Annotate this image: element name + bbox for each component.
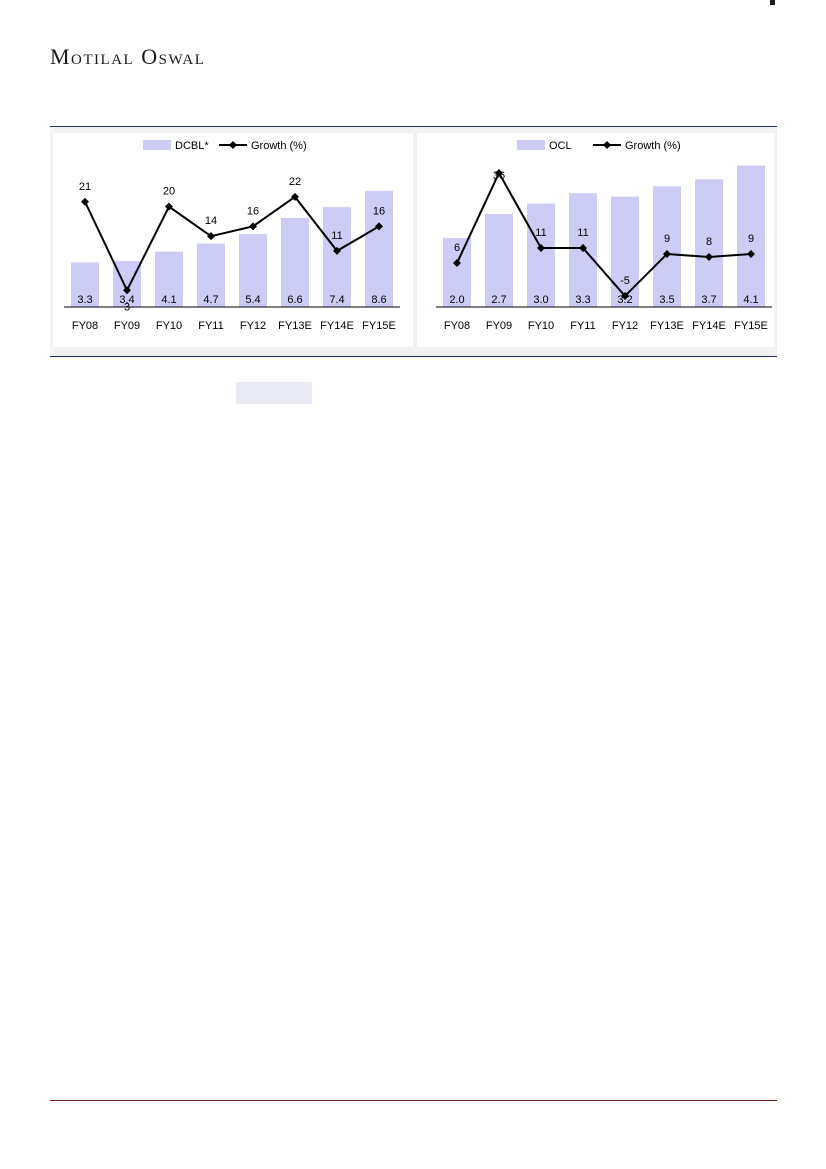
bar-value-label: 2.7 [491,294,506,306]
chart-legend: OCL Growth (%) [517,140,681,152]
growth-value-label: 11 [331,230,342,242]
bar-fy15e [737,165,765,307]
growth-marker [165,202,173,211]
growth-value-label: 8 [706,236,712,248]
growth-line [456,170,752,298]
category-label: FY09 [114,320,140,332]
brand-logo: Motilal Oswal [50,44,206,69]
category-label: FY15E [734,320,768,332]
growth-marker [579,244,587,252]
bar-fy15e [365,190,393,307]
bar-fy12 [611,196,639,307]
growth-value-label: 11 [577,227,588,239]
growth-marker [123,286,131,295]
category-label: FY13E [278,320,312,332]
bar-value-label: 2.0 [449,294,464,306]
bar-value-label: 4.1 [743,294,758,306]
growth-value-label: 9 [748,233,754,245]
legend-label-line: Growth (%) [251,140,307,152]
bar-fy12 [239,234,267,307]
growth-marker [495,169,503,177]
chart-panel-ocl: 2.02.73.03.33.23.53.74.1FY08FY09FY10FY11… [417,133,774,347]
bar-value-label: 3.5 [659,294,674,306]
corner-mark [770,0,775,5]
chart-legend: DCBL* Growth (%) [143,140,307,152]
category-label: FY09 [486,320,512,332]
growth-marker [249,222,257,231]
category-label: FY08 [72,320,98,332]
bar-value-label: 4.1 [161,294,176,306]
growth-marker [663,250,671,258]
legend-marker [229,141,237,149]
category-label: FY10 [528,320,554,332]
bar-value-label: 3.0 [533,294,548,306]
bar-value-label: 7.4 [329,294,344,306]
growth-marker [537,244,545,252]
growth-marker [705,253,713,261]
category-label: FY14E [320,320,354,332]
legend-marker [603,141,611,149]
growth-line [84,195,380,293]
bar-value-label: 8.6 [371,294,386,306]
bar-value-label: 3.3 [77,294,92,306]
growth-marker [747,250,755,258]
category-label: FY11 [570,320,595,332]
growth-marker [207,232,215,241]
bar-fy14e [695,179,723,307]
category-label: FY15E [362,320,396,332]
bar-value-label: 4.7 [203,294,218,306]
growth-value-label: 21 [79,181,91,193]
growth-marker [453,259,461,267]
category-label: FY11 [198,320,223,332]
category-label: FY12 [612,320,638,332]
bar-fy08 [443,238,471,307]
legend-swatch-bar [517,140,545,150]
bar-value-label: 5.4 [245,294,260,306]
growth-value-label: 9 [664,233,670,245]
bar-value-label: 3.7 [701,294,716,306]
bar-fy13e [653,186,681,307]
legend-swatch-bar [143,140,171,150]
growth-marker [375,222,383,231]
bar-fy13e [281,217,309,307]
category-label: FY14E [692,320,726,332]
category-label: FY13E [650,320,684,332]
bar-fy11 [197,243,225,307]
bar-value-label: 3.3 [575,294,590,306]
growth-value-label: 20 [163,186,175,198]
category-label: FY08 [444,320,470,332]
bar-fy14e [323,207,351,307]
growth-value-label: 14 [205,215,217,227]
legend-label-line: Growth (%) [625,140,681,152]
category-label: FY12 [240,320,266,332]
legend-label-bar: DCBL* [175,140,209,152]
bar-fy10 [155,251,183,307]
growth-value-label: 16 [373,205,385,217]
growth-value-label: 6 [454,242,460,254]
growth-value-label: -5 [620,275,630,287]
footer-rule [50,1100,777,1101]
bar-fy09 [485,213,513,307]
chart-panel-dcbl: 3.3 3.4 4.1 4.7 5.4 6.6 7.4 8.6 FY08 FY09 FY10 FY11… [53,133,413,347]
category-label: FY10 [156,320,182,332]
growth-value-label: 11 [535,227,546,239]
growth-marker [81,197,89,206]
bar-fy10 [527,203,555,307]
growth-value-label: 16 [247,205,259,217]
legend-label-bar: OCL [549,140,572,152]
growth-value-label: 36 [493,170,505,182]
growth-value-label: 22 [289,176,301,188]
highlight-pill [236,382,312,404]
dcbl-combo-chart: 3.3 3.4 4.1 4.7 5.4 6.6 7.4 8.6 FY08 FY09 FY10 FY11… [64,140,400,332]
ocl-combo-chart: 2.02.73.03.33.23.53.74.1FY08FY09FY10FY11… [436,140,772,332]
bar-fy08 [71,262,99,307]
growth-marker [621,292,629,300]
bar-value-label: 6.6 [287,294,302,306]
growth-value-label: 3 [124,301,130,313]
bar-value-label: 3.4 [119,294,134,306]
growth-marker [333,246,341,255]
